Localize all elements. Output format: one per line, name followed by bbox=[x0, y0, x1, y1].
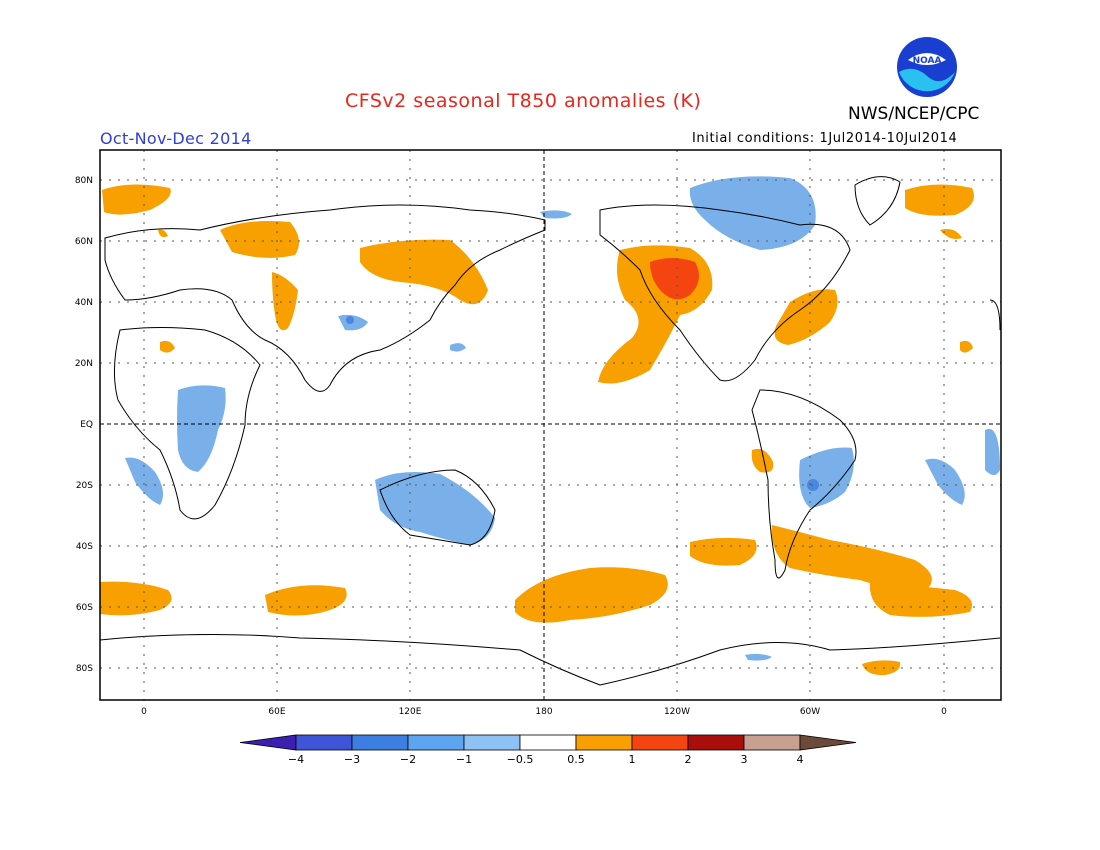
lat-label: 20S bbox=[76, 481, 93, 491]
colorbar-arrow-low bbox=[239, 734, 297, 751]
map-title: CFSv2 seasonal T850 anomalies (K) bbox=[345, 90, 702, 112]
strong-cool-anomalies bbox=[346, 316, 819, 491]
agency-label: NWS/NCEP/CPC bbox=[848, 104, 980, 124]
lat-label: 40S bbox=[76, 542, 93, 552]
colorbar-segment bbox=[519, 734, 577, 751]
map-frame bbox=[99, 149, 1002, 701]
lon-label: 120E bbox=[399, 707, 422, 717]
colorbar-segment bbox=[631, 734, 689, 751]
cool-anomalies bbox=[125, 176, 1000, 661]
colorbar-segment bbox=[687, 734, 745, 751]
strong-warm-anomalies bbox=[650, 258, 699, 300]
graticule bbox=[100, 150, 1001, 700]
lon-label: 180 bbox=[535, 707, 552, 717]
colorbar-label: 4 bbox=[797, 753, 804, 766]
colorbar-arrow-high bbox=[799, 734, 857, 751]
warm-anomalies bbox=[100, 184, 974, 676]
noaa-logo-icon: NOAA bbox=[897, 37, 957, 97]
colorbar-segment bbox=[575, 734, 633, 751]
colorbar-segment bbox=[351, 734, 409, 751]
reference-lines bbox=[100, 150, 1001, 700]
colorbar-label: −1 bbox=[456, 753, 472, 766]
logo-text: NOAA bbox=[913, 56, 942, 66]
lat-label: EQ bbox=[80, 420, 93, 430]
initial-conditions: Initial conditions: 1Jul2014-10Jul2014 bbox=[692, 131, 958, 146]
colorbar-segment bbox=[295, 734, 353, 751]
colorbar-label: 0.5 bbox=[567, 753, 585, 766]
colorbar-segment bbox=[407, 734, 465, 751]
colorbar-label: 2 bbox=[685, 753, 692, 766]
colorbar-label: −3 bbox=[344, 753, 360, 766]
lat-label: 80S bbox=[76, 664, 93, 674]
lon-label: 120W bbox=[664, 707, 690, 717]
colorbar-label: −4 bbox=[288, 753, 304, 766]
colorbar-label: 3 bbox=[741, 753, 748, 766]
lon-label: 60W bbox=[800, 707, 820, 717]
colorbar-segment bbox=[463, 734, 521, 751]
lat-axis: 80N 60N 40N 20N EQ 20S 40S 60S 80S bbox=[75, 176, 93, 674]
colorbar-label: 1 bbox=[629, 753, 636, 766]
colorbar-label: −0.5 bbox=[507, 753, 534, 766]
colorbar-segment bbox=[743, 734, 801, 751]
colorbar: −4 −3 −2 −1 −0.5 0.5 1 2 3 4 bbox=[239, 734, 857, 766]
lon-label: 60E bbox=[268, 707, 285, 717]
lat-label: 80N bbox=[75, 176, 93, 186]
lon-label: 0 bbox=[141, 707, 147, 717]
lon-axis: 0 60E 120E 180 120W 60W 0 bbox=[141, 707, 947, 717]
lat-label: 40N bbox=[75, 298, 93, 308]
lat-label: 60N bbox=[75, 237, 93, 247]
coastlines bbox=[100, 176, 1001, 686]
anomaly-layer bbox=[100, 176, 1001, 686]
lat-label: 20N bbox=[75, 359, 93, 369]
colorbar-label: −2 bbox=[400, 753, 416, 766]
lat-label: 60S bbox=[76, 603, 93, 613]
lon-label: 0 bbox=[941, 707, 947, 717]
forecast-period: Oct-Nov-Dec 2014 bbox=[100, 129, 252, 148]
